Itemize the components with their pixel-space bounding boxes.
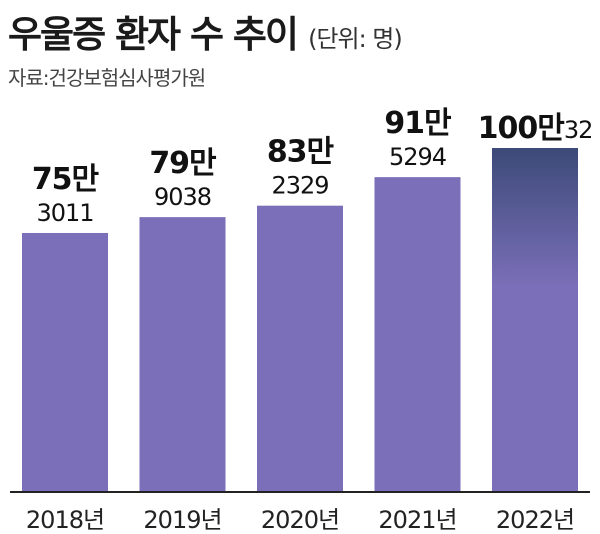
x-tick-label: 2020년 [261, 506, 339, 534]
x-tick-label: 2018년 [26, 506, 104, 534]
value-label-big: 100만 [478, 111, 566, 146]
value-label-small: 3011 [36, 199, 93, 227]
x-tick-label: 2021년 [378, 506, 456, 534]
value-label-big: 79만 [149, 146, 217, 181]
title-row: 우울증 환자 수 추이 (단위: 명) [8, 4, 403, 58]
value-label-small: 5294 [389, 143, 446, 171]
value-label-small: 2329 [271, 172, 328, 200]
x-tick-label: 2022년 [496, 506, 574, 534]
unit-label: (단위: 명) [308, 25, 403, 53]
bar-2021년 [374, 177, 461, 493]
value-label-big: 83만 [267, 135, 335, 170]
bar-2018년 [22, 232, 108, 492]
bar-2019년 [139, 217, 226, 493]
bar-2022년 [492, 148, 578, 492]
source-label: 자료:건강보험심사평가원 [8, 66, 206, 90]
value-label-small: 32 [564, 116, 593, 144]
chart-title: 우울증 환자 수 추이 [8, 13, 299, 56]
value-label-big: 75만 [32, 162, 100, 197]
value-label-big: 91만 [384, 106, 452, 141]
value-label-small: 9038 [154, 183, 211, 211]
bar-2020년 [257, 205, 343, 492]
x-tick-label: 2019년 [143, 506, 221, 534]
value-label: 100만32 [478, 111, 593, 146]
